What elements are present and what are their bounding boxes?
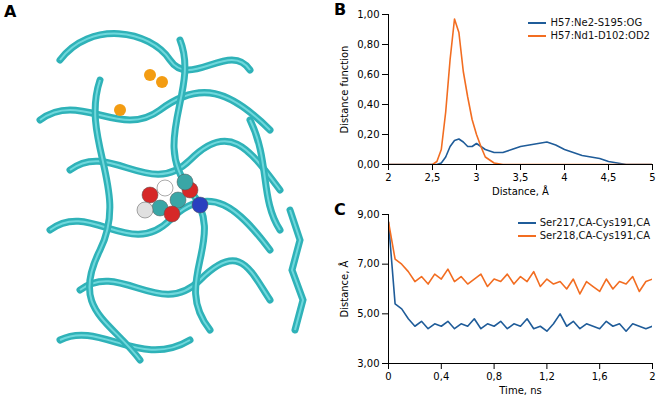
html-text:H57:Nd1-D102:OD2: H57:Nd1-D102:OD2 bbox=[550, 30, 650, 41]
svg-text:2: 2 bbox=[649, 371, 655, 382]
html-text:Ser217,CA-Cys191,CA: Ser217,CA-Cys191,CA bbox=[539, 217, 650, 228]
svg-text:5,00: 5,00 bbox=[357, 308, 379, 319]
svg-text:3,00: 3,00 bbox=[357, 358, 379, 369]
svg-text:Distance function: Distance function bbox=[339, 46, 350, 134]
svg-text:Distance, Å: Distance, Å bbox=[338, 260, 350, 317]
svg-text:2,5: 2,5 bbox=[425, 172, 441, 183]
svg-text:0,40: 0,40 bbox=[357, 99, 379, 110]
svg-text:3,5: 3,5 bbox=[513, 172, 529, 183]
svg-text:0,00: 0,00 bbox=[357, 159, 379, 170]
svg-text:Distance, Å: Distance, Å bbox=[492, 185, 549, 197]
svg-text:1,00: 1,00 bbox=[357, 9, 379, 20]
svg-text:9,00: 9,00 bbox=[357, 209, 379, 220]
html-text:Ser218,CA-Cys191,CA: Ser218,CA-Cys191,CA bbox=[539, 230, 650, 241]
html-text:C: C bbox=[334, 200, 346, 219]
html-text:B: B bbox=[334, 0, 347, 19]
svg-text:0,20: 0,20 bbox=[357, 129, 379, 140]
svg-text:0,8: 0,8 bbox=[486, 371, 502, 382]
svg-text:0,60: 0,60 bbox=[357, 69, 379, 80]
svg-text:1,6: 1,6 bbox=[592, 371, 608, 382]
svg-text:7,00: 7,00 bbox=[357, 258, 379, 269]
svg-text:0,80: 0,80 bbox=[357, 39, 379, 50]
svg-text:3: 3 bbox=[473, 172, 479, 183]
html-text:A: A bbox=[4, 2, 17, 21]
svg-text:1,2: 1,2 bbox=[539, 371, 555, 382]
svg-text:Time, ns: Time, ns bbox=[498, 385, 541, 396]
svg-text:0,4: 0,4 bbox=[433, 371, 449, 382]
svg-text:4,5: 4,5 bbox=[601, 172, 617, 183]
html-text:H57:Ne2-S195:OG: H57:Ne2-S195:OG bbox=[550, 17, 643, 28]
svg-text:5: 5 bbox=[649, 172, 655, 183]
svg-text:2: 2 bbox=[385, 172, 391, 183]
svg-text:0: 0 bbox=[385, 371, 391, 382]
svg-text:4: 4 bbox=[561, 172, 567, 183]
